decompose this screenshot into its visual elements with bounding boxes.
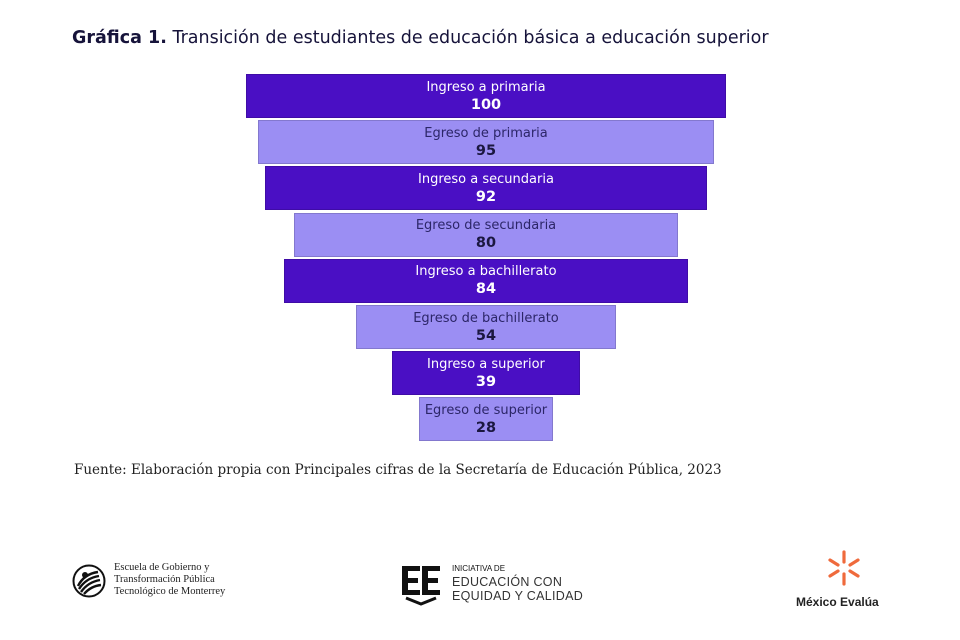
funnel-bar-value: 39 — [475, 373, 497, 390]
funnel-bar-label: Ingreso a bachillerato — [415, 264, 557, 280]
chart-title: Gráfica 1. Transición de estudiantes de … — [72, 28, 769, 48]
funnel-bar: Egreso de secundaria 80 — [294, 212, 678, 257]
mexico-evalua-star-icon — [824, 548, 864, 592]
logo-escuela-gobierno-text: Escuela de Gobierno y Transformación Púb… — [114, 562, 226, 597]
funnel-bar: Egreso de bachillerato 54 — [356, 305, 616, 349]
funnel-bar-value: 84 — [475, 281, 497, 298]
funnel-chart: Ingreso a primaria 100 Egreso de primaria 9… — [246, 74, 726, 442]
funnel-bar: Ingreso a primaria 100 — [246, 74, 726, 118]
funnel-bar: Ingreso a superior 39 — [392, 351, 580, 396]
funnel-bar-label: Egreso de primaria — [424, 125, 548, 141]
chart-title-number: Gráfica 1. — [72, 28, 167, 48]
funnel-bar-value: 28 — [475, 419, 497, 436]
source-note: Fuente: Elaboración propia con Principal… — [74, 462, 722, 478]
funnel-bar-value: 100 — [470, 96, 502, 113]
funnel-bar-value: 80 — [475, 235, 497, 252]
funnel-bar: Ingreso a secundaria 92 — [265, 166, 707, 211]
logo-iniciativa-small: INICIATIVA DE — [452, 564, 506, 573]
funnel-bar-label: Ingreso a secundaria — [418, 171, 554, 187]
funnel-bar: Ingreso a bachillerato 84 — [284, 258, 688, 303]
tec-seal-icon — [72, 564, 106, 602]
funnel-bar-label: Ingreso a primaria — [426, 79, 546, 95]
funnel-bar-label: Egreso de bachillerato — [413, 310, 559, 326]
funnel-bar: Egreso de superior 28 — [418, 397, 554, 442]
logo-iniciativa-educacion: INICIATIVA DE EDUCACIÓN CON EQUIDAD Y CA… — [398, 558, 598, 608]
funnel-bar-value: 95 — [475, 142, 497, 159]
funnel-bar-label: Egreso de superior — [424, 402, 548, 418]
logo-mexico-evalua: México Evalúa — [790, 548, 900, 618]
logo-mexico-evalua-text: México Evalúa — [796, 595, 879, 609]
logo-escuela-gobierno: Escuela de Gobierno y Transformación Púb… — [72, 560, 272, 604]
funnel-bar: Egreso de primaria 95 — [258, 120, 714, 165]
logo-iniciativa-text: EDUCACIÓN CON EQUIDAD Y CALIDAD — [452, 575, 584, 603]
funnel-bar-label: Egreso de secundaria — [415, 218, 557, 234]
eec-logo-icon — [398, 560, 444, 610]
funnel-bar-value: 92 — [475, 188, 497, 205]
funnel-bar-value: 54 — [475, 327, 497, 344]
chart-title-text: Transición de estudiantes de educación b… — [172, 28, 769, 48]
funnel-bar-label: Ingreso a superior — [427, 356, 545, 372]
